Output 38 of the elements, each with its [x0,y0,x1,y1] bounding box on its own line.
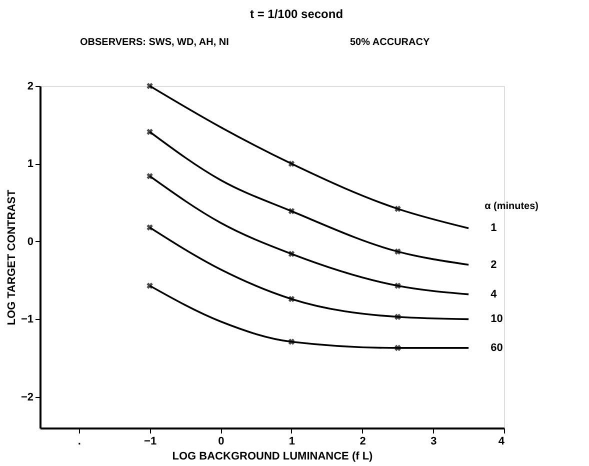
chart-title: t = 1/100 second [250,7,344,21]
point [146,282,153,289]
point [394,206,401,212]
point [146,128,153,135]
point [394,314,401,320]
y-tick-label: 2 [27,80,34,92]
point [146,173,153,180]
series-label: 60 [490,342,503,354]
x-tick-label: 2 [360,436,366,448]
x-tick-label: . [78,436,81,448]
y-axis-title: LOG TARGET CONTRAST [6,190,18,326]
series-label: 4 [490,288,498,300]
x-tick-label: 1 [288,436,296,448]
point [288,338,295,345]
point [394,282,401,289]
y-tick-label: 0 [27,236,34,248]
point [288,160,295,167]
y-tick-label: −1 [20,314,34,326]
y-tick-label: −2 [20,391,34,404]
text: 50% ACCURACY [350,37,430,48]
y-tick-label: 1 [27,158,34,170]
point [288,250,295,258]
point [288,296,295,302]
series-label: 10 [490,313,503,326]
point [394,248,401,255]
legend-title: α (minutes) [484,201,539,212]
x-tick-label: 3 [430,436,437,448]
point [288,208,295,214]
point [394,344,401,352]
x-tick-label: 4 [498,436,506,448]
x-tick-label: −1 [144,436,157,448]
x-tick-label: 0 [218,436,224,448]
series-label: 2 [490,258,497,271]
chart-subtitle: OBSERVERS: SWS, WD, AH, NI [80,37,230,48]
point [146,82,153,90]
series-label: 1 [490,222,497,234]
point [146,224,153,231]
x-axis-title: LOG BACKGROUND LUMINANCE (f L) [172,450,374,462]
